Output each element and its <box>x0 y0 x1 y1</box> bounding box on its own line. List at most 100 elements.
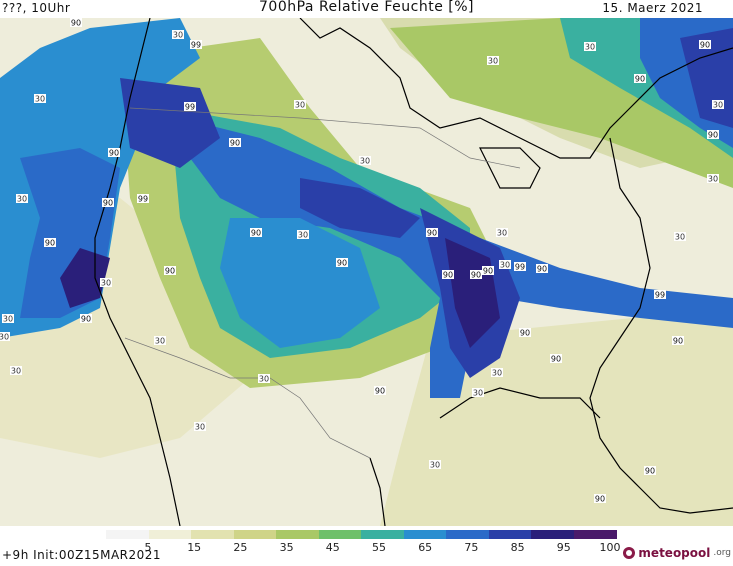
contour-label-bg <box>514 262 526 271</box>
logo-circle-icon <box>623 547 636 559</box>
contour-label-bg <box>190 40 202 49</box>
contour-label: 30 <box>298 231 308 240</box>
contour-labels: 30 90 99 30 90 90 99 90 90 30 30 90 30 90 99 90 90 30 90 90… <box>0 18 724 504</box>
contour-label-bg <box>137 194 149 203</box>
contour-label-bg <box>634 74 646 83</box>
contour-label-bg <box>536 264 548 273</box>
legend-tick-label: 100 <box>599 541 621 554</box>
contour-label-bg <box>654 290 666 299</box>
contour-label-bg <box>472 388 484 397</box>
moisture-area-green-ne <box>390 18 733 188</box>
footer-bar: 5 15 25 35 45 55 65 75 85 95 100 +9h Init:00Z15MAR… <box>0 526 733 566</box>
contour-label: 99 <box>191 41 201 50</box>
contour-label-bg <box>487 56 499 65</box>
contour-label: 30 <box>173 31 183 40</box>
coastlines <box>94 18 733 526</box>
contour-label-bg <box>16 194 28 203</box>
logo-text: meteopool <box>638 546 711 560</box>
contour-label-bg <box>172 30 184 39</box>
contour-label: 90 <box>471 271 481 280</box>
contour-label-bg <box>44 238 56 247</box>
contour-label-bg <box>184 102 196 111</box>
contour-label-bg <box>0 332 10 341</box>
contour-label-bg <box>250 228 262 237</box>
moisture-core-nw <box>120 78 220 168</box>
contour-label: 90 <box>537 265 547 274</box>
contour-label-bg <box>374 386 386 395</box>
contour-label: 30 <box>473 389 483 398</box>
contour-label-bg <box>584 42 596 51</box>
contour-label-bg <box>336 258 348 267</box>
contour-label-bg <box>519 328 531 337</box>
legend-tick-label: 95 <box>556 541 571 554</box>
contour-label: 30 <box>585 43 595 52</box>
legend-colorbar <box>106 530 617 539</box>
contour-label-bg <box>108 148 120 157</box>
contour-label: 99 <box>185 103 195 112</box>
humidity-map: 30 90 99 30 90 90 99 90 90 30 30 90 30 90 99 90 90 30 90 90… <box>0 18 733 526</box>
contour-label-bg <box>496 228 508 237</box>
moisture-core-sw <box>60 248 110 308</box>
contour-label: 90 <box>520 329 530 338</box>
legend-tick-label: 85 <box>510 541 525 554</box>
contour-label: 90 <box>595 495 605 504</box>
moisture-core-midwest-inner <box>445 238 500 348</box>
contour-label-bg <box>712 100 724 109</box>
legend-color-step <box>148 530 192 539</box>
contour-label-bg <box>707 130 719 139</box>
contour-label-bg <box>644 466 656 475</box>
contour-label-bg <box>470 270 482 279</box>
contour-label: 90 <box>45 239 55 248</box>
legend-color-step <box>191 530 234 539</box>
contour-label-bg <box>482 266 494 275</box>
legend-tick-label: 25 <box>233 541 248 554</box>
contour-label: 30 <box>101 279 111 288</box>
legend-tick-label: 55 <box>372 541 386 554</box>
contour-label: 30 <box>675 233 685 242</box>
contour-label-bg <box>359 156 371 165</box>
legend-color-step <box>573 530 617 539</box>
contour-label-bg <box>10 366 22 375</box>
contour-label-bg <box>442 270 454 279</box>
contour-label-bg <box>154 336 166 345</box>
contour-label-bg <box>499 260 511 269</box>
contour-label: 90 <box>165 267 175 276</box>
contour-label: 30 <box>17 195 27 204</box>
contour-label: 30 <box>3 315 13 324</box>
contour-label-bg <box>164 266 176 275</box>
contour-label-bg <box>80 314 92 323</box>
legend-color-step <box>361 530 404 539</box>
contour-label-bg <box>491 368 503 377</box>
contour-label: 30 <box>708 175 718 184</box>
contour-label: 30 <box>500 261 510 270</box>
contour-label-bg <box>100 278 112 287</box>
contour-label: 30 <box>155 337 165 346</box>
legend-color-step <box>446 530 489 539</box>
weekday-hour-label: ???, 10Uhr <box>2 1 71 15</box>
contour-label: 30 <box>430 461 440 470</box>
legend-tick-label: 65 <box>418 541 433 554</box>
contour-label-bg <box>674 232 686 241</box>
legend-tick-label: 5 <box>144 541 152 554</box>
moisture-core-band <box>300 178 420 238</box>
contour-label: 99 <box>515 263 525 272</box>
contour-label: 30 <box>295 101 305 110</box>
contour-label: 90 <box>251 229 261 238</box>
legend-tick-label: 45 <box>325 541 340 554</box>
contour-label: 90 <box>551 355 561 364</box>
contour-label: 30 <box>11 367 21 376</box>
meteopool-logo[interactable]: meteopool .org <box>623 546 731 560</box>
contour-label: 90 <box>635 75 645 84</box>
contour-label: 30 <box>488 57 498 66</box>
contour-label: 90 <box>708 131 718 140</box>
contour-label-bg <box>102 198 114 207</box>
contour-label-bg <box>294 100 306 109</box>
contour-label: 90 <box>103 199 113 208</box>
contour-label-bg <box>707 174 719 183</box>
contour-label-bg <box>70 18 82 27</box>
contour-label-bg <box>229 138 241 147</box>
legend-tick-label: 35 <box>279 541 294 554</box>
contour-label: 90 <box>81 315 91 324</box>
legend-color-step <box>106 530 149 539</box>
contour-label: 90 <box>375 387 385 396</box>
